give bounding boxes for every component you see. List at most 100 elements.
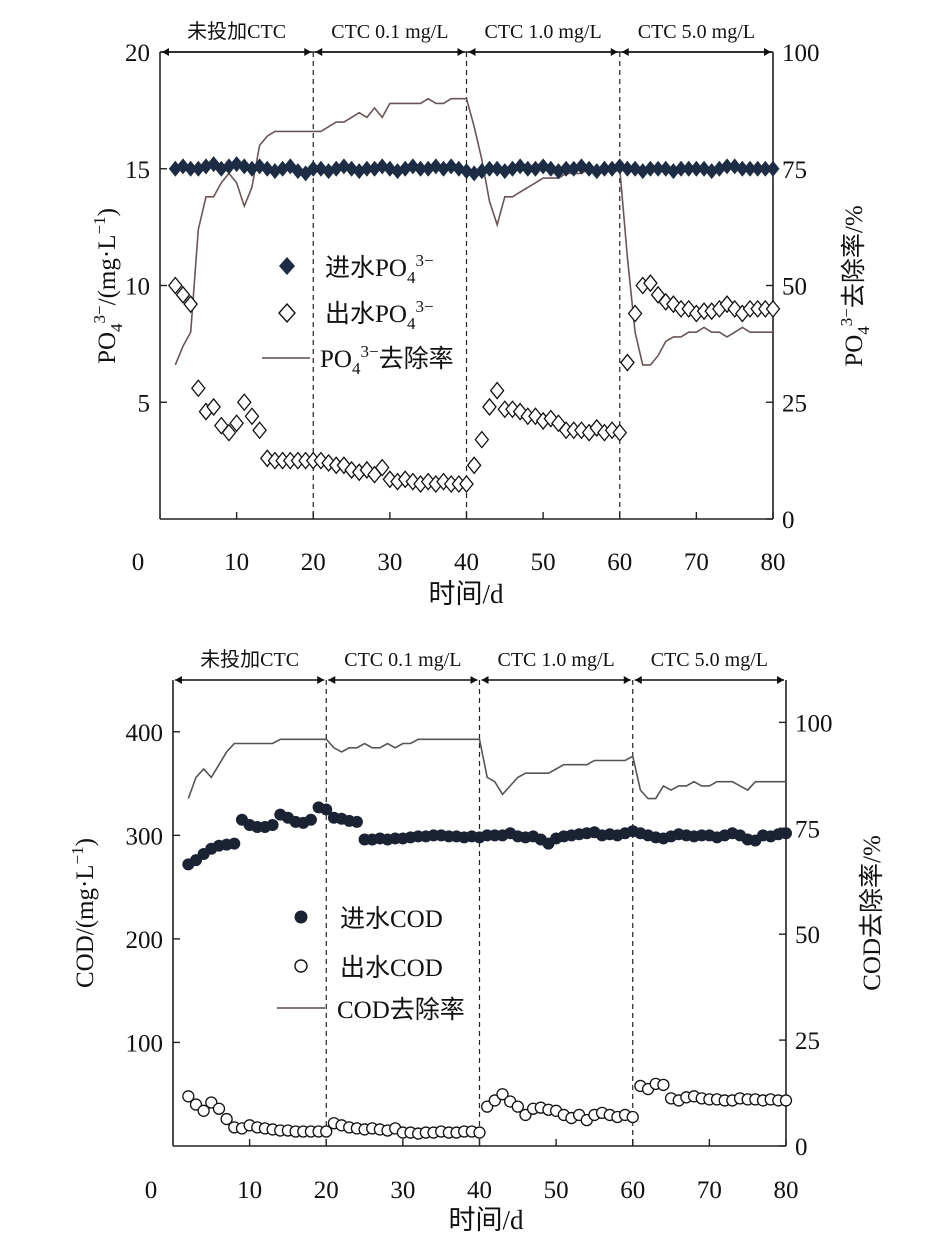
effluent-point [212, 1102, 226, 1115]
phase-label: CTC 0.1 mg/L [344, 649, 461, 671]
x-tick-label: 30 [377, 549, 402, 576]
phase-arrow-head-left [621, 48, 629, 56]
phase-arrow-head-right [764, 48, 771, 56]
effluent-point [344, 460, 359, 479]
influent-point [414, 160, 428, 177]
influent-point [751, 160, 765, 177]
effluent-point [657, 1078, 670, 1092]
effluent-point [229, 414, 244, 433]
x-tick-label: 30 [390, 1177, 415, 1204]
x-tick-label: 70 [684, 549, 709, 576]
influent-point [559, 160, 573, 177]
phase-arrow-head-right [470, 676, 478, 684]
effluent-point [727, 299, 743, 318]
phase-arrow-head-right [777, 676, 784, 684]
effluent-point [206, 397, 221, 416]
cod-legend-influent: 进水COD [340, 905, 443, 933]
effluent-point [244, 407, 260, 426]
po4-legend-influent: 进水PO43− [325, 251, 434, 287]
phase-arrow-head-left [162, 48, 169, 56]
y-left-tick-label: 20 [125, 40, 150, 67]
influent-point [766, 160, 780, 177]
x-tick-label: 10 [237, 1177, 262, 1204]
influent-point [320, 803, 333, 816]
effluent-point [183, 295, 198, 314]
influent-point [350, 815, 363, 828]
po4-left-axis-label: PO43−/(mg·L−1) [90, 208, 126, 364]
influent-point [674, 160, 688, 177]
removal-rate-line [174, 97, 773, 366]
legend-open-circle-icon [294, 959, 308, 973]
effluent-point [374, 458, 390, 477]
cod-removal-line [187, 738, 786, 800]
legend-filled-diamond-icon [279, 257, 295, 275]
po4-chart: 0 10 20 30 40 50 60 70 80 5 10 15 20 0 25 50 75 100 未投加CT… [90, 20, 873, 609]
y-right-tick-label: 100 [795, 710, 833, 737]
effluent-point [512, 402, 528, 421]
cod-right-axis-label: COD去除率/% [858, 835, 886, 991]
influent-point [228, 837, 241, 850]
po4-legend: 进水PO43− 出水PO43− PO43−去除率 [262, 251, 454, 378]
influent-point [306, 160, 320, 177]
influent-point [720, 158, 734, 175]
y-left-tick-label: 15 [125, 157, 150, 184]
x-tick-label: 20 [314, 1177, 339, 1204]
effluent-point [604, 421, 620, 440]
effluent-point [482, 397, 497, 416]
y-right-tick-label: 75 [782, 157, 807, 184]
x-tick-label: 60 [607, 549, 632, 576]
influent-point [597, 160, 611, 177]
y-left-tick-label: 400 [126, 720, 164, 747]
po4-marks [167, 156, 781, 494]
cod-chart: 0 10 20 30 40 50 60 70 801002003004000255075100 … [68, 648, 886, 1235]
influent-point [780, 827, 792, 840]
y-left-tick-label: 5 [138, 390, 151, 417]
effluent-point [620, 353, 635, 372]
legend-filled-circle-icon [294, 910, 308, 924]
po4-axes: 0 10 20 30 40 50 60 70 80 5 10 15 20 0 25 50 75 100 [125, 40, 820, 576]
effluent-point [175, 285, 191, 304]
effluent-point [473, 1126, 486, 1139]
effluent-point [511, 1100, 524, 1113]
influent-point [682, 160, 696, 177]
cod-x-axis-label: 时间/d [448, 1205, 524, 1235]
phase-label: CTC 5.0 mg/L [651, 649, 768, 671]
effluent-point [626, 1110, 639, 1124]
po4-phase-bar: 未投加CTC CTC 0.1 mg/L CTC 1.0 mg/L CTC 5.0 mg… [162, 20, 771, 519]
effluent-point [221, 423, 237, 442]
effluent-point [474, 430, 490, 449]
influent-point [689, 160, 703, 177]
po4-x-axis-label: 时间/d [428, 579, 504, 609]
phase-label: CTC 1.0 mg/L [485, 21, 602, 43]
effluent-point [627, 304, 643, 323]
effluent-point [436, 472, 451, 491]
effluent-point [359, 460, 375, 479]
y-right-tick-label: 25 [795, 1028, 820, 1055]
x-tick-label: 60 [620, 1177, 645, 1204]
phase-label: CTC 0.1 mg/L [331, 21, 448, 43]
effluent-point [236, 393, 252, 412]
cod-legend: 进水COD 出水COD COD去除率 [277, 905, 465, 1024]
x-tick-label: 50 [531, 549, 556, 576]
influent-point [735, 160, 749, 177]
phase-arrow-head-left [468, 48, 476, 56]
influent-point [651, 160, 665, 177]
x-tick-label: 10 [224, 549, 249, 576]
influent-point [184, 160, 198, 177]
y-left-tick-label: 200 [126, 927, 164, 954]
influent-point [482, 160, 496, 177]
effluent-point [466, 456, 482, 475]
legend-open-diamond-icon [278, 302, 296, 324]
effluent-point [779, 1094, 793, 1107]
influent-point [266, 818, 279, 831]
phase-arrow-head-right [304, 48, 312, 56]
removal-rate-line [187, 738, 786, 800]
po4-legend-removal: PO43−去除率 [320, 342, 454, 378]
phase-arrow-head-left [634, 676, 642, 684]
phase-label: CTC 1.0 mg/L [498, 649, 615, 671]
x-tick-label: 40 [467, 1177, 492, 1204]
y-right-tick-label: 50 [795, 922, 820, 949]
y-right-tick-label: 75 [795, 816, 820, 843]
cod-phase-bar: 未投加CTC CTC 0.1 mg/L CTC 1.0 mg/L CTC 5.0 mg… [175, 648, 784, 1146]
influent-point [620, 160, 634, 177]
